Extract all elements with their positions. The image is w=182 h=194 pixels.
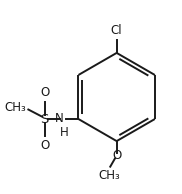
Text: Cl: Cl bbox=[111, 24, 122, 37]
Text: O: O bbox=[40, 86, 49, 99]
Text: H: H bbox=[59, 126, 68, 139]
Text: N: N bbox=[55, 112, 64, 125]
Text: S: S bbox=[41, 113, 49, 126]
Text: O: O bbox=[40, 139, 49, 152]
Text: CH₃: CH₃ bbox=[5, 101, 27, 114]
Text: CH₃: CH₃ bbox=[98, 169, 120, 182]
Text: O: O bbox=[112, 149, 121, 162]
